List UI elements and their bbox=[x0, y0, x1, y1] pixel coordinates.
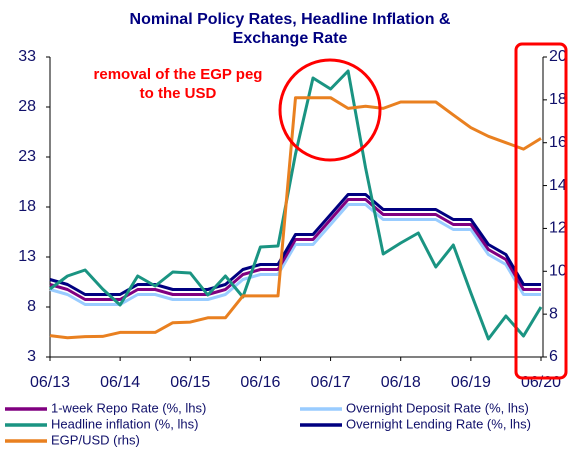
highlight-circle bbox=[278, 58, 382, 162]
legend-label: Headline inflation (%, lhs) bbox=[51, 416, 198, 431]
legend-label: Overnight Lending Rate (%, lhs) bbox=[346, 416, 531, 431]
highlight-box bbox=[514, 42, 568, 380]
x-tick-label: 06/15 bbox=[170, 374, 210, 391]
x-tick-label: 06/14 bbox=[100, 374, 140, 391]
x-tick-label: 06/17 bbox=[311, 374, 351, 391]
series-line bbox=[49, 203, 541, 306]
legend-label: Overnight Deposit Rate (%, lhs) bbox=[346, 400, 529, 415]
chart-title: Nominal Policy Rates, Headline Inflation… bbox=[130, 11, 451, 28]
annotation: to the USD bbox=[140, 85, 217, 102]
y-tick-label: 3 bbox=[27, 348, 36, 365]
series-line bbox=[49, 96, 542, 340]
annotation: removal of the EGP peg bbox=[94, 66, 263, 83]
y-tick-label: 23 bbox=[18, 148, 36, 165]
y2-tick-label: 18 bbox=[549, 91, 567, 108]
x-tick-label: 06/13 bbox=[30, 374, 70, 391]
y-tick-label: 8 bbox=[27, 298, 36, 315]
y-tick-label: 33 bbox=[18, 48, 36, 65]
x-tick-label: 06/19 bbox=[451, 374, 491, 391]
y2-tick-label: 10 bbox=[549, 263, 567, 280]
y2-tick-label: 16 bbox=[549, 134, 567, 151]
y2-tick-label: 14 bbox=[549, 177, 567, 194]
legend-label: EGP/USD (rhs) bbox=[51, 432, 140, 447]
series-line bbox=[49, 69, 543, 341]
plot-area: 3 8 13 18 23 28 33 6 8 10 12 14 16 18 20 06/13 06/14 06/1… bbox=[18, 48, 567, 391]
y2-tick-label: 12 bbox=[549, 220, 567, 237]
y-tick-label: 28 bbox=[18, 98, 36, 115]
chart-title: Exchange Rate bbox=[233, 30, 348, 47]
legend-label: 1-week Repo Rate (%, lhs) bbox=[51, 400, 206, 415]
x-tick-label: 06/16 bbox=[240, 374, 280, 391]
y-tick-label: 13 bbox=[18, 248, 36, 265]
x-tick-label: 06/18 bbox=[381, 374, 421, 391]
y-tick-label: 18 bbox=[18, 198, 36, 215]
y2-tick-label: 20 bbox=[549, 48, 567, 65]
y2-tick-label: 8 bbox=[549, 305, 558, 322]
y2-tick-label: 6 bbox=[549, 348, 558, 365]
series-line bbox=[49, 198, 541, 301]
